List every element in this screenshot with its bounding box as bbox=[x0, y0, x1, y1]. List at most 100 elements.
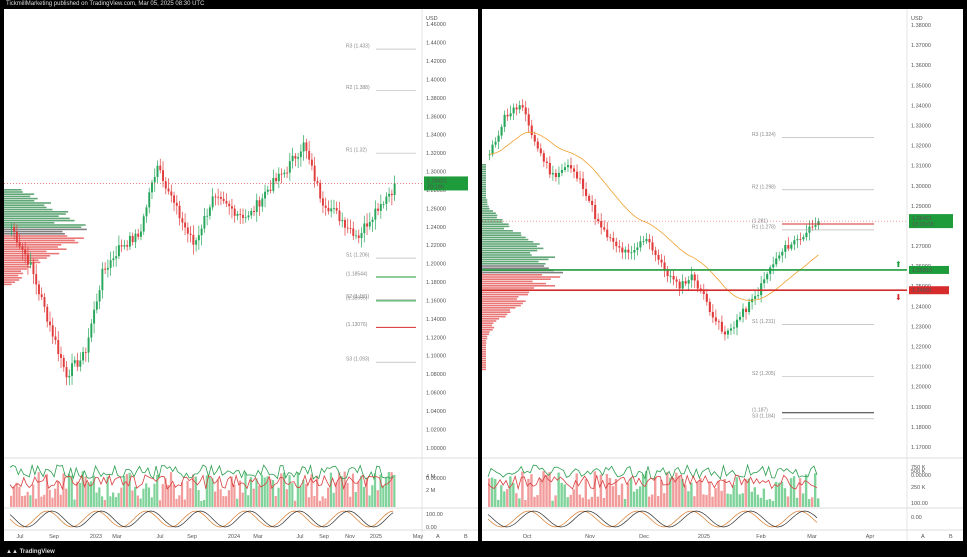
candle-body bbox=[321, 198, 324, 206]
volume-bar bbox=[62, 473, 65, 507]
candle-body bbox=[588, 195, 591, 201]
volume-bar bbox=[227, 490, 231, 507]
volume-bar bbox=[488, 478, 491, 507]
volume-bar bbox=[360, 475, 363, 507]
volume-bar bbox=[572, 489, 575, 507]
x-tick-label: Sep bbox=[319, 534, 329, 540]
y-tick-label: 1.12000 bbox=[426, 335, 446, 341]
candle-body bbox=[291, 155, 294, 162]
candle-body bbox=[388, 193, 391, 197]
volume-bar bbox=[338, 472, 341, 507]
y-tick-label: 1.29000 bbox=[911, 204, 931, 210]
volume-profile-bar bbox=[482, 285, 555, 287]
candle-body bbox=[109, 260, 112, 268]
x-tick-label: 2025 bbox=[698, 534, 710, 540]
volume-profile-bar bbox=[482, 172, 486, 175]
volume-bar bbox=[269, 478, 272, 507]
x-tick-label: Jul bbox=[16, 534, 23, 540]
candle-body bbox=[808, 226, 811, 233]
volume-profile-bar bbox=[482, 357, 486, 360]
volume-profile-bar bbox=[482, 313, 508, 316]
indicator-line-green bbox=[487, 463, 818, 480]
volume-bar bbox=[632, 491, 636, 507]
right-chart-pane[interactable]: USD 1.38000 1.37000 1.36000 1.35000 1.34000 1.… bbox=[482, 9, 963, 541]
volume-bar bbox=[167, 484, 170, 507]
candle-body bbox=[729, 328, 733, 331]
volume-bar bbox=[95, 492, 98, 507]
indicator-tick-label: 0.00000 bbox=[911, 473, 931, 479]
volume-profile-bar bbox=[4, 279, 20, 281]
volume-profile-bar bbox=[482, 238, 529, 241]
candle-body bbox=[60, 354, 62, 358]
candle-body bbox=[684, 281, 687, 284]
publisher-header: TickmillMarketing published on TradingVi… bbox=[6, 1, 205, 7]
x-tick-label: Mar bbox=[112, 534, 122, 540]
volume-profile-bar bbox=[482, 329, 493, 331]
volume-bar bbox=[299, 485, 302, 507]
volume-profile-bar bbox=[482, 166, 486, 168]
volume-profile-bar bbox=[4, 233, 65, 235]
volume-profile-bar bbox=[482, 247, 544, 250]
candle-body bbox=[65, 367, 68, 378]
y-tick-label: 1.46000 bbox=[426, 22, 446, 28]
volume-profile-bar bbox=[4, 228, 87, 231]
volume-bar bbox=[219, 489, 222, 507]
volume-bar bbox=[629, 477, 633, 507]
price-tag-sub: 13:29:08 bbox=[912, 222, 933, 228]
volume-bar bbox=[285, 489, 288, 507]
volume-profile-bar bbox=[482, 260, 539, 263]
left-chart-pane[interactable]: USD 1.46000 1.44000 1.42000 1.40000 1.38000 1.… bbox=[4, 9, 478, 541]
volume-profile-bar bbox=[482, 225, 510, 228]
volume-profile-bar bbox=[482, 320, 497, 322]
indicator-tick-label: 4 M bbox=[426, 474, 436, 480]
volume-bar bbox=[175, 498, 178, 507]
volume-profile-bar bbox=[482, 296, 519, 298]
candle-body bbox=[123, 245, 126, 247]
candle-body bbox=[54, 336, 57, 341]
candle-body bbox=[374, 208, 377, 220]
pivot-level-label: S3 (1.184) bbox=[752, 413, 776, 419]
y-tick-label: 1.37000 bbox=[911, 43, 931, 49]
candle-body bbox=[393, 183, 396, 196]
price-tag-sub: 20:18h bbox=[427, 184, 444, 190]
y-tick-label: 1.28000 bbox=[426, 188, 446, 194]
indicator-tick-label: 0.00000 bbox=[426, 476, 446, 482]
candle-body bbox=[32, 262, 35, 275]
candle-body bbox=[247, 215, 250, 218]
oscillator-line bbox=[9, 510, 394, 528]
candle-body bbox=[748, 302, 751, 313]
volume-profile-bar bbox=[482, 236, 526, 239]
candle-body bbox=[211, 196, 214, 208]
candle-body bbox=[618, 246, 621, 248]
volume-bar bbox=[255, 478, 258, 507]
volume-bar bbox=[638, 486, 642, 507]
candle-body bbox=[766, 273, 769, 280]
indicator-line-green bbox=[9, 463, 394, 481]
candle-body bbox=[101, 268, 104, 291]
axis-setting-a: A bbox=[921, 534, 925, 540]
price-tag-bg bbox=[424, 176, 468, 191]
candle-body bbox=[606, 229, 609, 238]
volume-bar bbox=[305, 483, 308, 507]
candle-body bbox=[654, 250, 657, 255]
volume-profile-bar bbox=[4, 200, 35, 202]
pivot-level-label: R3 (1.433) bbox=[346, 44, 370, 50]
candle-body bbox=[338, 210, 341, 222]
candle-body bbox=[115, 256, 118, 259]
candle-body bbox=[283, 172, 286, 175]
volume-bar bbox=[156, 474, 159, 507]
volume-bar bbox=[663, 493, 666, 507]
currency-label: USD bbox=[426, 16, 438, 22]
y-tick-label: 1.16000 bbox=[426, 298, 446, 304]
y-tick-label: 1.00000 bbox=[426, 446, 446, 452]
volume-bar bbox=[506, 489, 509, 507]
y-tick-label: 1.36000 bbox=[426, 114, 446, 120]
candle-body bbox=[708, 301, 711, 312]
candle-body bbox=[509, 113, 512, 117]
volume-bar bbox=[147, 487, 151, 507]
volume-bar bbox=[128, 472, 131, 507]
volume-bar bbox=[365, 477, 368, 507]
volume-bar bbox=[548, 472, 551, 507]
